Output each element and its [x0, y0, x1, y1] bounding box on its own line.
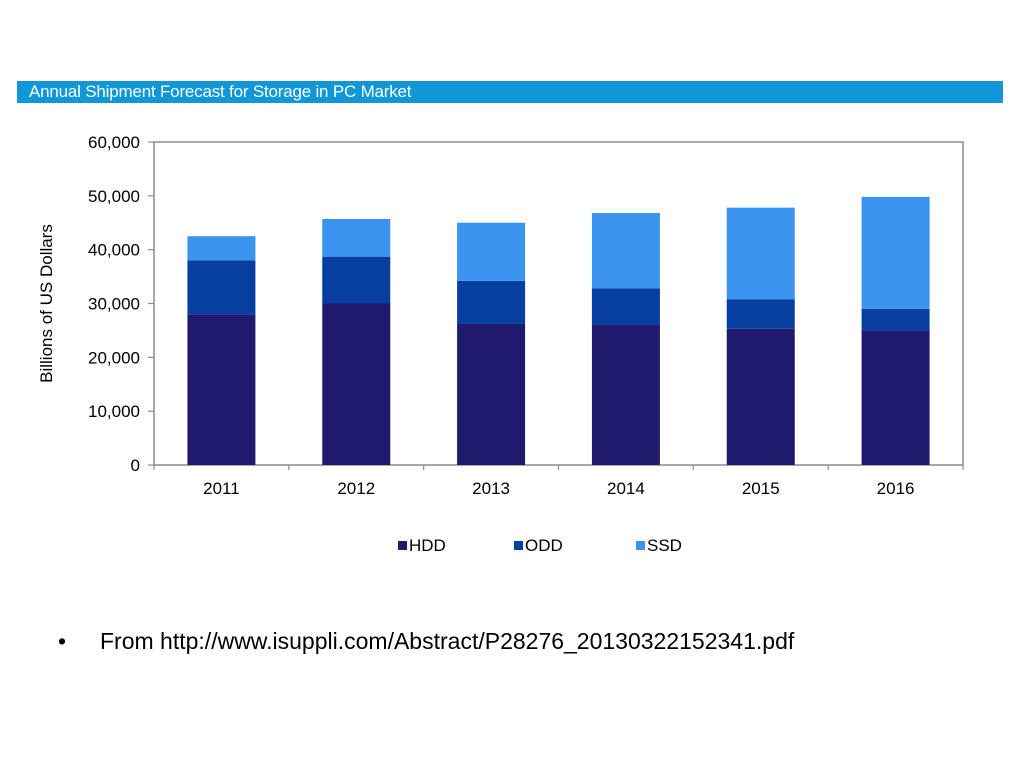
- bar-ssd-2012: [322, 218, 391, 257]
- y-tick-label: 0: [131, 456, 140, 475]
- bar-ssd-2014: [591, 213, 660, 289]
- y-tick-label: 40,000: [88, 241, 140, 260]
- y-tick-label: 10,000: [88, 402, 140, 421]
- bullet-icon: •: [58, 628, 67, 654]
- bar-odd-2011: [187, 260, 256, 315]
- bar-hdd-2013: [457, 323, 526, 465]
- bar-hdd-2016: [861, 330, 930, 465]
- source-text[interactable]: From http://www.isuppli.com/Abstract/P28…: [100, 628, 795, 654]
- x-tick-label: 2013: [472, 479, 510, 498]
- stacked-bar-chart: 0 10,000 20,000 30,000 40,000 50,000 60,000 Bil…: [37, 133, 964, 555]
- legend-label-ssd: SSD: [647, 536, 682, 555]
- x-tick-label: 2014: [607, 479, 645, 498]
- bar-hdd-2012: [322, 303, 391, 465]
- y-tick-label: 20,000: [88, 348, 140, 367]
- source-bullet: • From http://www.isuppli.com/Abstract/P2…: [58, 628, 794, 655]
- plot-frame: [153, 141, 964, 466]
- legend-swatch-odd: [514, 541, 523, 550]
- bar-hdd-2014: [591, 325, 660, 465]
- y-tick-label: 30,000: [88, 295, 140, 314]
- x-tick-label: 2015: [742, 479, 780, 498]
- bar-odd-2015: [726, 299, 795, 329]
- bar-ssd-2013: [457, 222, 526, 281]
- bar-hdd-2015: [726, 328, 795, 465]
- x-tick-label: 2016: [877, 479, 915, 498]
- bar-ssd-2016: [861, 196, 930, 309]
- chart-title-banner: Annual Shipment Forecast for Storage in …: [17, 81, 1003, 103]
- bar-odd-2014: [591, 288, 660, 326]
- y-axis-label: Billions of US Dollars: [37, 224, 56, 383]
- legend-swatch-ssd: [636, 541, 645, 550]
- bar-odd-2016: [861, 308, 930, 331]
- legend-label-odd: ODD: [525, 536, 563, 555]
- bar-ssd-2011: [187, 236, 256, 261]
- chart-title: Annual Shipment Forecast for Storage in …: [29, 82, 412, 101]
- x-tick-label: 2011: [203, 479, 240, 498]
- x-tick-label: 2012: [337, 479, 375, 498]
- bar-hdd-2011: [187, 314, 256, 465]
- y-tick-label: 50,000: [88, 187, 140, 206]
- bar-odd-2013: [457, 280, 526, 324]
- y-tick-label: 60,000: [88, 133, 140, 152]
- legend-label-hdd: HDD: [409, 536, 446, 555]
- bar-ssd-2015: [726, 207, 795, 300]
- bar-odd-2012: [322, 256, 391, 304]
- legend-swatch-hdd: [398, 541, 407, 550]
